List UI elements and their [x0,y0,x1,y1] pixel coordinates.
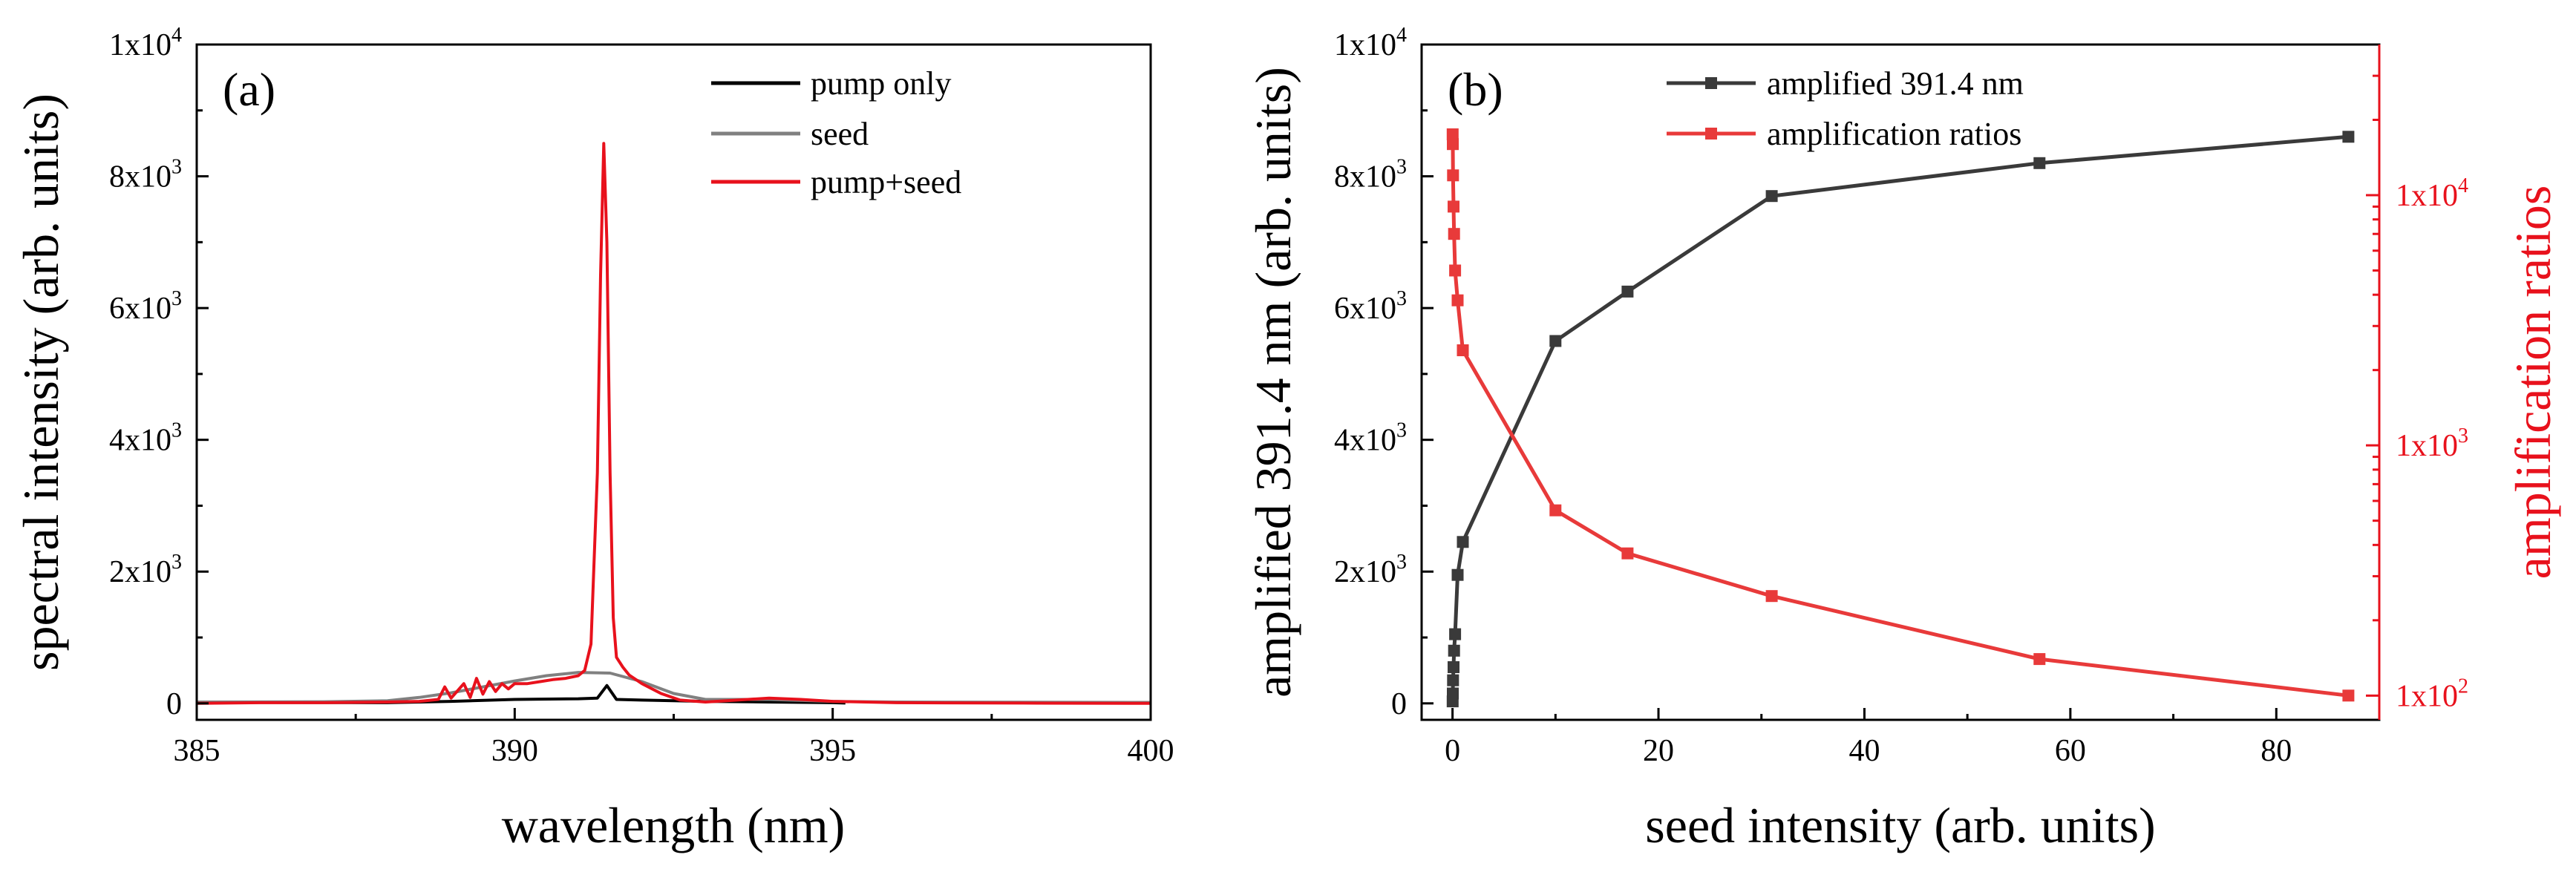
x-tick-label: 20 [1643,734,1674,768]
panel-b-x-axis-title: seed intensity (arb. units) [1645,797,2155,853]
y-tick-label: 6x103 [1334,287,1407,326]
series-ratios-point [1448,228,1460,240]
legend-label-pump-only: pump only [811,65,951,102]
series-amplified-point [1621,285,1634,298]
legend-marker-ratios [1705,128,1717,140]
panel-a-y-ticks: 0 2x103 4x103 6x103 8x103 1x104 [109,24,209,721]
series-amplified-point [1448,644,1460,657]
panel-a-x-axis-title: wavelength (nm) [502,797,846,853]
series-amplified-point [1549,335,1562,347]
panel-b: 0 20 40 60 80 0 2x103 4x103 6x103 8x103 1x104 1x1… [1245,24,2561,853]
panel-a-x-ticks: 385 390 395 400 [174,708,1174,768]
series-amplified-point [2033,157,2046,169]
series-amplified-point [1451,568,1464,581]
x-tick-label: 395 [809,734,856,768]
legend-label-pump-seed: pump+seed [811,164,961,200]
panel-b-series-group [1446,128,2355,708]
panel-a-label: (a) [223,63,275,116]
y-tick-label: 0 [1391,687,1407,721]
y-tick-label: 6x103 [109,287,182,326]
x-tick-label: 80 [2260,734,2292,768]
series-ratios-point [2033,653,2046,666]
series-ratios-point [1621,547,1634,560]
legend-label-ratios: amplification ratios [1767,116,2021,152]
series-ratios-point [1765,590,1778,603]
legend-marker-amplified [1705,77,1717,89]
y2-tick-label: 1x102 [2396,675,2468,713]
series-amplified-point [1449,628,1462,640]
series-ratios-point [1549,504,1562,517]
panel-a-series-group [196,142,1151,705]
series-amplified-point [2342,131,2355,143]
panel-b-label: (b) [1448,63,1503,116]
x-tick-label: 60 [2055,734,2086,768]
series-pump-seed-line [196,142,1151,705]
panel-b-y-axis-title: amplified 391.4 nm (arb. units) [1245,67,1301,698]
y-tick-label: 0 [166,687,182,721]
series-amplified-point [1447,674,1459,686]
panel-b-y2-ticks: 1x102 1x103 1x104 [2366,74,2468,713]
legend-label-amplified: amplified 391.4 nm [1767,65,2024,102]
y-tick-label: 8x103 [1334,156,1407,194]
series-ratios-point [1449,264,1462,277]
series-ratios-point [1457,344,1469,356]
legend-label-seed: seed [811,116,869,152]
series-pump-only-line [196,683,846,705]
series-ratios-point [1447,169,1459,182]
y-tick-label: 2x103 [1334,551,1407,589]
series-ratios-point [1451,294,1464,306]
series-ratios-point [2342,689,2355,702]
x-tick-label: 400 [1128,734,1174,768]
panel-b-y-ticks: 0 2x103 4x103 6x103 8x103 1x104 [1334,24,1434,721]
panel-b-x-ticks: 0 20 40 60 80 [1445,708,2292,768]
y-tick-label: 1x104 [109,24,182,62]
panel-a-y-axis-title: spectral intensity (arb. units) [13,94,69,671]
series-ratios-point [1448,200,1459,213]
panel-a-legend: pump only seed pump+seed [711,65,961,200]
panel-b-legend: amplified 391.4 nm amplification ratios [1667,65,2024,152]
series-amplified-point [1448,661,1459,673]
x-tick-label: 0 [1445,734,1460,768]
y-tick-label: 4x103 [1334,419,1407,458]
x-tick-label: 40 [1848,734,1880,768]
y-tick-label: 2x103 [109,551,182,589]
y-tick-label: 8x103 [109,156,182,194]
series-ratios-point [1447,138,1459,151]
series-amplified-point [1765,190,1778,203]
series-ratios-point [1446,128,1459,140]
series-amplified-point [1457,536,1469,548]
y-tick-label: 4x103 [109,419,182,458]
y-tick-label: 1x104 [1334,24,1407,62]
x-tick-label: 390 [491,734,538,768]
x-tick-label: 385 [174,734,220,768]
series-amplified-point [1447,687,1459,700]
y2-tick-label: 1x103 [2396,424,2468,463]
y2-tick-label: 1x104 [2396,174,2468,213]
panel-b-y2-axis-title: amplification ratios [2505,186,2561,580]
panel-a: 385 390 395 400 02x1034x1036x1038x1031x104 … [13,24,1174,853]
